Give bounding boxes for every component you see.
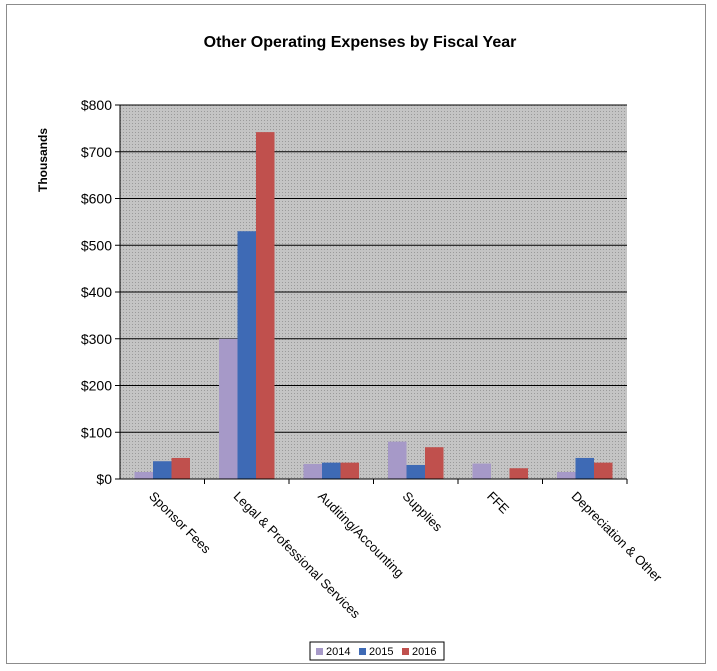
y-tick-label: $400 [81, 284, 112, 300]
x-tick-label: FFE [484, 489, 512, 517]
bar [171, 457, 190, 479]
bar [303, 464, 322, 479]
bar [340, 462, 359, 479]
bar [406, 464, 425, 479]
legend: 2014 2015 2016 [309, 641, 445, 661]
chart-title: Other Operating Expenses by Fiscal Year [204, 34, 517, 51]
bar [256, 132, 275, 480]
x-tick-label: Auditing/Accounting [315, 489, 407, 581]
bar [575, 457, 594, 479]
bar [237, 231, 256, 479]
legend-swatch [402, 648, 409, 655]
bars [134, 132, 613, 480]
legend-label: 2016 [412, 646, 436, 658]
legend-swatch [359, 648, 366, 655]
legend-swatch [316, 648, 323, 655]
y-tick-label: $800 [81, 97, 112, 113]
bar [425, 447, 444, 479]
legend-box [309, 641, 445, 661]
legend-label: 2014 [326, 646, 350, 658]
bar [557, 471, 576, 479]
bar [219, 338, 238, 479]
gridlines [120, 104, 627, 433]
bar [134, 471, 153, 479]
y-tick-label: $500 [81, 237, 112, 253]
x-tick-label: Sponsor Fees [146, 489, 214, 557]
bar [388, 441, 407, 479]
y-tick-label: $0 [96, 471, 112, 487]
y-tick-label: $700 [81, 144, 112, 160]
legend-label: 2015 [369, 646, 393, 658]
x-tick-label: Depreciation & Other [569, 489, 666, 586]
x-axis-ticks: Sponsor Fees Legal & Professional Service… [146, 479, 666, 622]
bar [322, 462, 341, 479]
y-tick-label: $200 [81, 378, 112, 394]
bar [153, 461, 172, 479]
bar [509, 468, 528, 479]
y-tick-label: $600 [81, 191, 112, 207]
bar [472, 463, 491, 479]
y-axis-label: Thousands [36, 128, 50, 192]
bar [594, 462, 613, 479]
y-axis-ticks: $0 $100 $200 $300 $400 $500 $600 $700 $800 [81, 97, 120, 487]
y-tick-label: $300 [81, 331, 112, 347]
y-tick-label: $100 [81, 424, 112, 440]
x-tick-label: Supplies [400, 489, 446, 535]
